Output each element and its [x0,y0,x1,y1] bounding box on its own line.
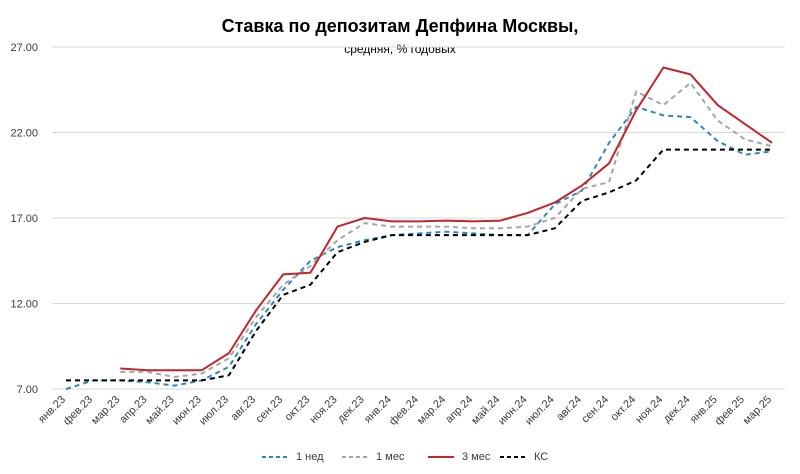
y-tick-label: 22.00 [10,128,38,140]
legend-label: 1 нед [296,451,324,463]
legend-label: 1 мес [376,451,405,463]
x-tick-label: май.23 [143,394,176,427]
series-line-кс [66,148,772,382]
x-tick-label: мар.23 [89,394,122,427]
x-tick-label: июл.24 [523,394,557,428]
x-tick-label: июл.23 [197,394,231,428]
x-tick-label: мар.25 [741,394,774,427]
y-tick-label: 7.00 [17,384,38,396]
x-tick-label: сен.24 [579,394,611,426]
x-tick-label: фев.25 [713,394,747,428]
x-tick-label: дек.24 [661,394,693,426]
legend-swatch [342,456,368,458]
legend-item: КС [500,448,548,466]
x-tick-label: дек.23 [335,394,367,426]
x-tick-label: мар.24 [415,394,448,427]
legend-item: 3 мес [428,448,490,466]
x-tick-label: июн.24 [496,394,530,428]
series-line-3-мес [120,66,773,372]
legend-swatch [262,456,288,458]
x-tick-label: июн.23 [170,394,204,428]
legend-swatch [428,456,454,458]
legend-item: 1 нед [262,448,324,466]
y-tick-label: 17.00 [10,213,38,225]
chart-subtitle: средняя, % годовых [344,42,456,56]
x-tick-label: фев.24 [387,394,421,428]
x-tick-label: авг.24 [554,394,584,424]
legend-swatch [500,456,526,458]
series-line-1-мес [120,81,773,378]
y-tick-label: 27.00 [10,42,38,54]
series-line-1-нед [65,105,773,390]
x-tick-label: сен.23 [254,394,286,426]
chart-legend: 1 нед 1 мес 3 мес КС [0,448,800,466]
chart-title: Ставка по депозитам Депфина Москвы, [221,16,579,36]
x-tick-label: авг.23 [229,394,259,424]
x-tick-label: фев.23 [61,394,95,428]
legend-item: 1 мес [342,448,404,466]
x-tick-label: ноя.23 [308,394,340,426]
legend-label: КС [534,451,549,463]
legend-label: 3 мес [462,451,491,463]
x-tick-label: ноя.24 [633,394,665,426]
x-tick-label: май.24 [469,394,502,427]
y-tick-label: 12.00 [10,299,38,311]
